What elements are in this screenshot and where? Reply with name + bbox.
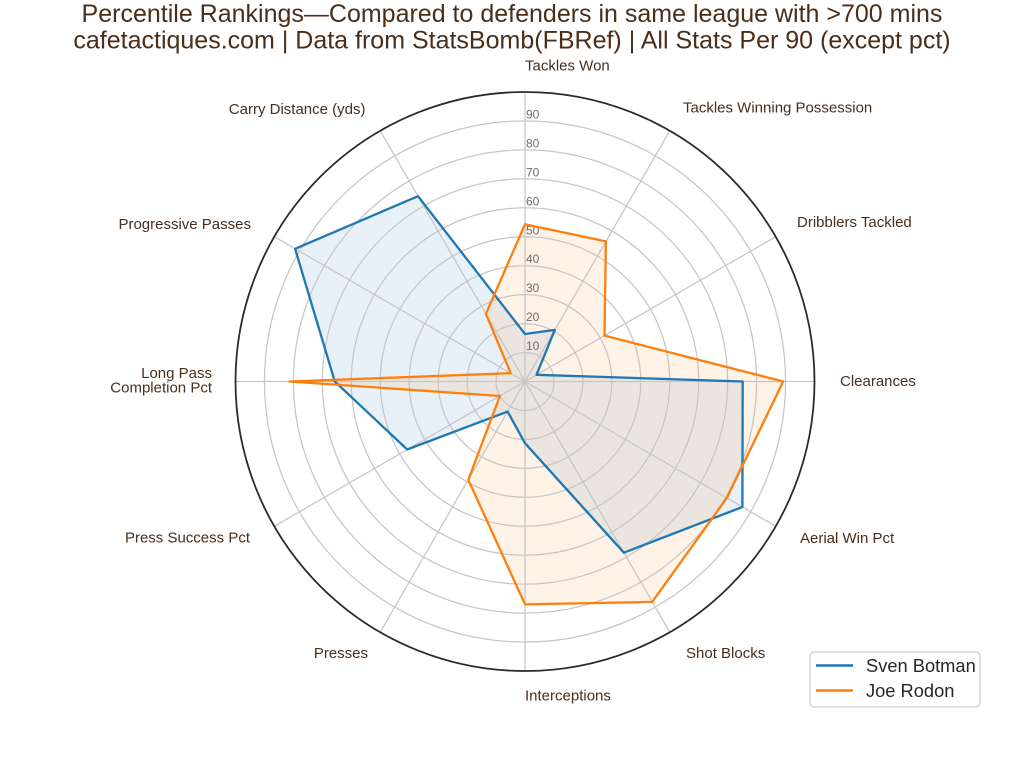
svg-text:Joe Rodon: Joe Rodon [866,680,954,701]
svg-text:10: 10 [526,339,540,353]
svg-text:Clearances: Clearances [840,373,916,390]
svg-text:30: 30 [526,281,540,295]
svg-text:Progressive Passes: Progressive Passes [118,216,251,233]
svg-text:Carry Distance (yds): Carry Distance (yds) [229,101,366,118]
svg-text:Presses: Presses [314,645,368,662]
svg-text:Completion Pct: Completion Pct [110,380,213,397]
svg-text:Tackles Winning Possession: Tackles Winning Possession [683,100,872,117]
svg-text:Press Success Pct: Press Success Pct [125,530,251,547]
svg-text:Percentile Rankings—Compared t: Percentile Rankings—Compared to defender… [82,0,943,28]
svg-text:Shot Blocks: Shot Blocks [686,645,765,662]
svg-text:70: 70 [526,165,540,179]
svg-text:90: 90 [526,108,540,122]
svg-text:Sven Botman: Sven Botman [866,655,976,676]
svg-text:60: 60 [526,194,540,208]
svg-text:40: 40 [526,252,540,266]
svg-text:cafetactiques.com | Data from: cafetactiques.com | Data from StatsBomb(… [73,27,950,55]
svg-text:Tackles Won: Tackles Won [525,58,610,75]
svg-text:20: 20 [526,310,540,324]
svg-text:Aerial Win Pct: Aerial Win Pct [800,530,895,547]
svg-text:Interceptions: Interceptions [525,688,611,705]
svg-text:Long Pass: Long Pass [141,365,212,382]
svg-text:Dribblers Tackled: Dribblers Tackled [797,214,912,231]
svg-text:80: 80 [526,137,540,151]
